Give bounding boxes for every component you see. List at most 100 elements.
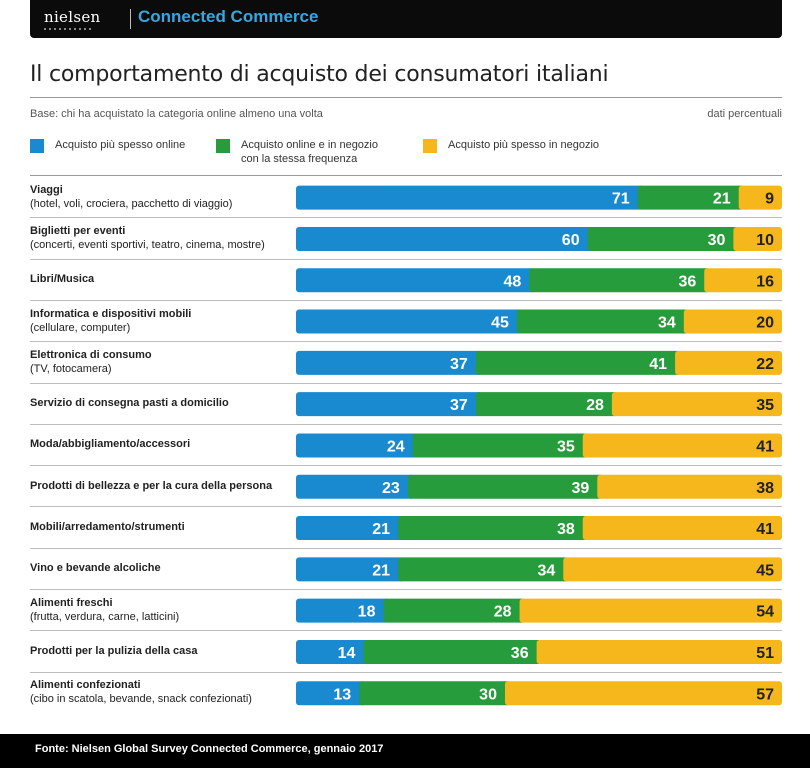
bar-both [637,185,745,210]
category-subtitle: (cibo in scatola, bevande, snack confezi… [30,693,252,706]
value-label-store: 9 [765,191,774,208]
bar-store [536,639,782,664]
source-note: Fonte: Nielsen Global Survey Connected C… [35,743,384,755]
value-label-both: 38 [557,521,575,538]
value-label-both: 36 [511,645,529,662]
value-label-both: 34 [658,315,676,332]
bar-online [296,598,390,623]
bar-both [359,681,511,706]
category-name: Prodotti di bellezza e per la cura della… [30,479,273,492]
bar-store [563,557,782,582]
category-label: Viaggi (hotel, voli, crociera, pacchetto … [30,183,232,211]
bar-both [587,226,740,251]
bar-store [582,516,782,541]
value-label-store: 10 [756,232,774,249]
value-label-both: 30 [708,232,726,249]
category-name: Mobili/arredamento/strumenti [30,521,185,534]
footer-bar: Fonte: Nielsen Global Survey Connected C… [0,734,810,768]
value-label-both: 35 [557,438,575,455]
value-label-both: 39 [572,480,590,497]
category-label: Biglietti per eventi (concerti, eventi sp… [30,224,265,252]
bar-online [296,350,482,375]
category-label: Vino e bevande alcoliche [30,561,161,575]
value-label-store: 35 [756,397,774,414]
bar-online [296,639,370,664]
category-name: Servizio di consegna pasti a domicilio [30,397,229,410]
category-name: Biglietti per eventi [30,224,126,237]
value-label-both: 41 [649,356,667,373]
bar-both [529,268,711,293]
bar-online [296,474,414,499]
legend-rule [30,175,782,176]
category-name: Viaggi [30,183,63,196]
category-subtitle: (concerti, eventi sportivi, teatro, cine… [30,238,265,251]
value-label-store: 51 [756,645,774,662]
category-subtitle: (hotel, voli, crociera, pacchetto di via… [30,197,233,210]
value-label-online: 13 [333,686,351,703]
bar-online [296,309,523,334]
category-name: Alimenti confezionati [30,679,141,692]
value-label-store: 54 [756,604,774,621]
value-label-online: 14 [338,645,356,662]
category-name: Alimenti freschi [30,596,113,609]
value-label-store: 41 [756,438,774,455]
unit-note: dati percentuali [707,108,782,120]
bar-online [296,185,644,210]
value-label-online: 71 [612,191,630,208]
category-label: Moda/abbigliamento/accessori [30,437,190,451]
category-label: Elettronica di consumo (TV, fotocamera) [30,348,152,376]
row-separator [30,506,782,508]
category-label: Alimenti confezionati (cibo in scatola, b… [30,678,252,706]
value-label-online: 48 [503,273,521,290]
bar-store [675,350,782,375]
category-subtitle: (cellulare, computer) [30,321,131,334]
value-label-online: 23 [382,480,400,497]
bar-online [296,681,366,706]
base-note: Base: chi ha acquistato la categoria onl… [30,108,323,120]
value-label-online: 60 [562,232,580,249]
legend-label-both: Acquisto online e in negozio con la stes… [241,139,378,165]
bar-store [733,226,782,251]
value-label-store: 38 [756,480,774,497]
bar-both [407,474,604,499]
title-rule [30,97,782,98]
value-label-online: 45 [491,315,509,332]
category-name: Informatica e dispositivi mobili [30,307,192,320]
row-separator [30,547,782,549]
bar-store [683,309,782,334]
value-label-both: 28 [586,397,604,414]
category-label: Mobili/arredamento/strumenti [30,520,185,534]
bar-online [296,516,405,541]
row-separator [30,258,782,260]
bar-online [296,392,482,417]
legend-label-store: Acquisto più spesso in negozio [448,139,600,151]
bar-store [738,185,782,210]
value-label-store: 22 [756,356,774,373]
bar-store [704,268,782,293]
row-separator [30,382,782,384]
value-label-online: 24 [387,438,405,455]
bar-online [296,268,536,293]
bar-both [412,433,589,458]
header-divider [130,9,131,29]
value-label-store: 45 [756,562,774,579]
stacked-bar-chart: 71 21 9 60 30 10 48 36 16 45 34 20 37 41 22 37 28 35 24 35 4… [296,185,782,706]
bar-online [296,226,594,251]
value-label-both: 36 [678,273,696,290]
category-label: Libri/Musica [30,272,94,286]
header-bar: nielsen Connected Commerce [30,0,782,38]
bar-store [519,598,782,623]
row-separator [30,465,782,467]
value-label-store: 41 [756,521,774,538]
bar-store [611,392,782,417]
value-label-both: 30 [479,686,497,703]
row-separator [30,423,782,425]
category-subtitle: (frutta, verdura, carne, latticini) [30,610,180,623]
bar-both [516,309,690,334]
value-label-online: 21 [372,521,390,538]
nielsen-logo: nielsen [44,8,101,26]
row-separator [30,589,782,590]
row-separator [30,630,782,632]
value-label-both: 34 [538,562,556,579]
bar-both [398,516,589,541]
